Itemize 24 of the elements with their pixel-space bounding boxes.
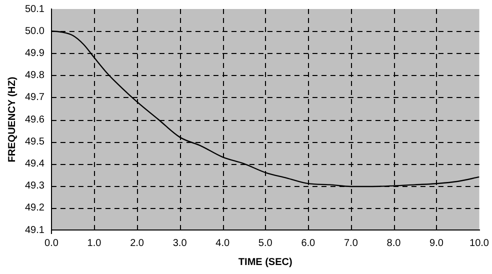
x-tick-label: 2.0	[130, 238, 144, 249]
y-tick-label: 49.6	[24, 114, 45, 126]
x-tick-label: 10.0	[470, 238, 490, 249]
x-tick-label: 5.0	[258, 238, 273, 249]
y-tick-label: 49.3	[24, 180, 45, 192]
x-tick-label: 9.0	[430, 238, 444, 249]
y-tick-label: 50.0	[24, 26, 45, 37]
y-axis-title: FREQUENCY (HZ)	[6, 76, 18, 162]
y-tick-label: 49.7	[24, 92, 45, 104]
y-tick-label: 49.8	[24, 70, 45, 82]
x-tick-label: 7.0	[344, 238, 358, 249]
y-tick-label: 49.4	[24, 158, 45, 170]
y-tick-label: 49.1	[24, 224, 45, 236]
y-tick-label: 49.9	[24, 48, 45, 59]
x-tick-label: 0.0	[44, 238, 59, 249]
x-tick-label: 3.0	[172, 238, 188, 249]
y-tick-label: 49.2	[24, 202, 45, 214]
x-tick-label: 8.0	[386, 238, 402, 249]
y-tick-label: 50.1	[24, 4, 45, 15]
x-tick-label: 4.0	[216, 238, 230, 249]
x-tick-label: 6.0	[301, 238, 316, 249]
x-tick-label: 1.0	[87, 238, 102, 249]
x-axis-title: TIME (SEC)	[238, 256, 292, 268]
y-tick-label: 49.5	[24, 136, 45, 148]
